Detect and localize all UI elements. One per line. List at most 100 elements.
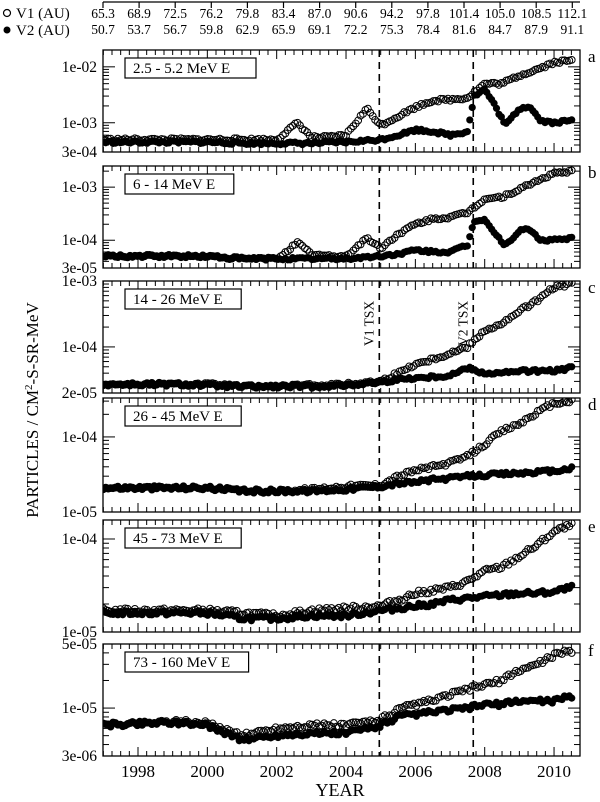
v1-distance-tick: 108.5 <box>521 6 552 21</box>
v1-data-point <box>145 251 154 259</box>
v1-data-point <box>242 254 251 263</box>
v1-data-point <box>254 726 263 735</box>
v1-data-point <box>218 253 227 262</box>
v1-data-point <box>240 610 248 619</box>
v1-data-point <box>361 480 370 489</box>
v1-data-point <box>252 383 261 392</box>
v1-data-point <box>103 252 110 261</box>
v2-data-point <box>568 463 576 471</box>
v1-data-point <box>548 60 557 69</box>
v1-data-point <box>174 484 183 493</box>
v1-data-point <box>177 381 185 390</box>
v1-data-point <box>298 241 307 250</box>
v1-data-point <box>446 96 455 105</box>
v1-data-point <box>548 170 557 178</box>
v1-distance-tick: 101.4 <box>449 6 480 21</box>
v1-data-point <box>225 136 234 145</box>
v1-data-point <box>160 717 168 726</box>
v2-distance-tick: 56.7 <box>163 22 187 37</box>
v1-data-point <box>502 558 511 567</box>
v1-data-point <box>271 611 280 620</box>
y-tick-label: 3e-05 <box>62 260 98 277</box>
v1-data-point <box>427 354 435 363</box>
panel-e: 1e-05 1e-04 45 - 73 MeV E e <box>62 517 596 641</box>
v1-data-point <box>237 610 246 619</box>
v1-data-point <box>473 86 481 95</box>
v1-data-point <box>174 136 183 145</box>
v1-data-point <box>565 281 574 287</box>
v2-data-point <box>463 242 471 250</box>
v1-data-point <box>288 380 297 389</box>
v1-data-point <box>104 134 113 143</box>
legend-v1-label: V1 (AU) <box>16 6 70 22</box>
y-tick-label: 5e-05 <box>62 636 98 653</box>
v1-data-point <box>317 721 326 730</box>
v1-data-point <box>444 459 452 467</box>
v1-data-point <box>130 251 139 260</box>
energy-range-label: 14 - 26 MeV E <box>133 292 223 308</box>
v1-data-point <box>203 134 212 143</box>
energy-range-label: 73 - 160 MeV E <box>133 655 230 671</box>
v1-data-point <box>155 605 164 614</box>
v1-data-point <box>495 81 503 89</box>
v1-data-point <box>308 251 316 259</box>
v1-data-point <box>562 281 571 289</box>
v1-data-point <box>512 421 520 429</box>
v1-data-point <box>475 199 484 208</box>
v1-data-point <box>531 410 540 419</box>
v1-data-point <box>558 281 566 289</box>
v1-data-point <box>514 421 523 429</box>
v1-data-point <box>228 485 236 494</box>
v1-data-point <box>465 92 474 101</box>
v1-data-point <box>194 135 202 143</box>
v1-data-point <box>121 604 130 613</box>
v1-data-point <box>130 380 139 389</box>
v1-data-point <box>186 252 195 261</box>
x-tick-label: 2002 <box>260 762 294 781</box>
panel-d: 1e-05 1e-04 26 - 45 MeV E d <box>62 395 597 521</box>
v1-data-point <box>220 486 229 495</box>
v1-data-point <box>293 118 302 127</box>
v1-data-point <box>567 520 576 528</box>
v1-data-point <box>220 727 229 736</box>
v1-data-point <box>502 190 511 199</box>
v1-data-point <box>174 379 183 387</box>
v1-data-point <box>225 380 234 389</box>
v1-data-point <box>106 484 115 493</box>
v1-data-point <box>150 252 159 261</box>
v1-data-point <box>342 132 350 140</box>
v1-data-point <box>465 686 474 695</box>
v1-data-point <box>434 215 443 224</box>
v1-data-point <box>320 483 329 492</box>
v1-data-point <box>291 607 299 615</box>
v1-data-point <box>310 483 319 492</box>
v1-data-point <box>174 719 183 728</box>
v1-data-point <box>567 281 576 287</box>
v1-data-point <box>230 134 239 143</box>
v1-data-point <box>293 609 302 617</box>
v1-data-point <box>213 252 222 260</box>
y-tick-label: 1e-04 <box>62 531 98 548</box>
energy-range-box <box>124 57 257 79</box>
v1-data-point <box>533 540 542 548</box>
v1-data-point <box>363 104 372 113</box>
v1-data-point <box>550 399 559 408</box>
v1-data-point <box>567 55 576 64</box>
v1-data-point <box>123 253 132 262</box>
v1-data-point <box>378 244 387 252</box>
v2-distance-tick: 87.9 <box>524 22 548 37</box>
v1-data-point <box>521 181 530 190</box>
legend: V1 (AU)V2 (AU) <box>2 6 70 39</box>
x-tick-label: 1998 <box>121 762 155 781</box>
v1-data-point <box>541 290 549 299</box>
panel-f: 3e-06 1e-05 5e-05 73 - 160 MeV E f <box>62 636 594 765</box>
v1-data-point <box>470 681 479 690</box>
v1-data-point <box>344 127 353 135</box>
bottom-year-axis: 1998 2000 2002 2004 2006 2008 2010 <box>121 762 571 781</box>
v1-distance-tick: 105.0 <box>485 6 516 21</box>
v1-data-point <box>128 379 137 387</box>
v1-data-point <box>218 381 227 390</box>
v1-data-point <box>143 379 151 388</box>
y-tick-label: 1e-04 <box>62 232 98 249</box>
v1-data-point <box>524 303 532 312</box>
